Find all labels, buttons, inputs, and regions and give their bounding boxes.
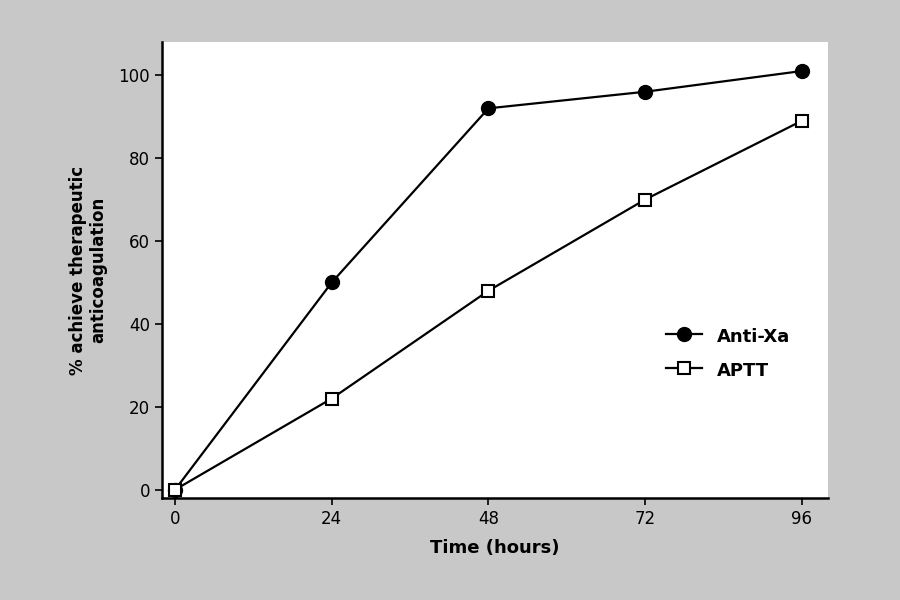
Anti-Xa <box>483 105 494 112</box>
Anti-Xa <box>796 67 807 74</box>
APTT <box>170 486 181 493</box>
Line: APTT: APTT <box>169 115 807 495</box>
Anti-Xa <box>327 279 338 286</box>
Anti-Xa <box>640 88 651 95</box>
APTT <box>483 287 494 295</box>
X-axis label: Time (hours): Time (hours) <box>430 539 560 557</box>
Y-axis label: % achieve therapeutic
anticoagulation: % achieve therapeutic anticoagulation <box>68 166 107 374</box>
APTT <box>640 196 651 203</box>
APTT <box>796 117 807 124</box>
Line: Anti-Xa: Anti-Xa <box>168 64 809 497</box>
Legend: Anti-Xa, APTT: Anti-Xa, APTT <box>657 317 799 389</box>
APTT <box>327 395 338 402</box>
Anti-Xa <box>170 486 181 493</box>
